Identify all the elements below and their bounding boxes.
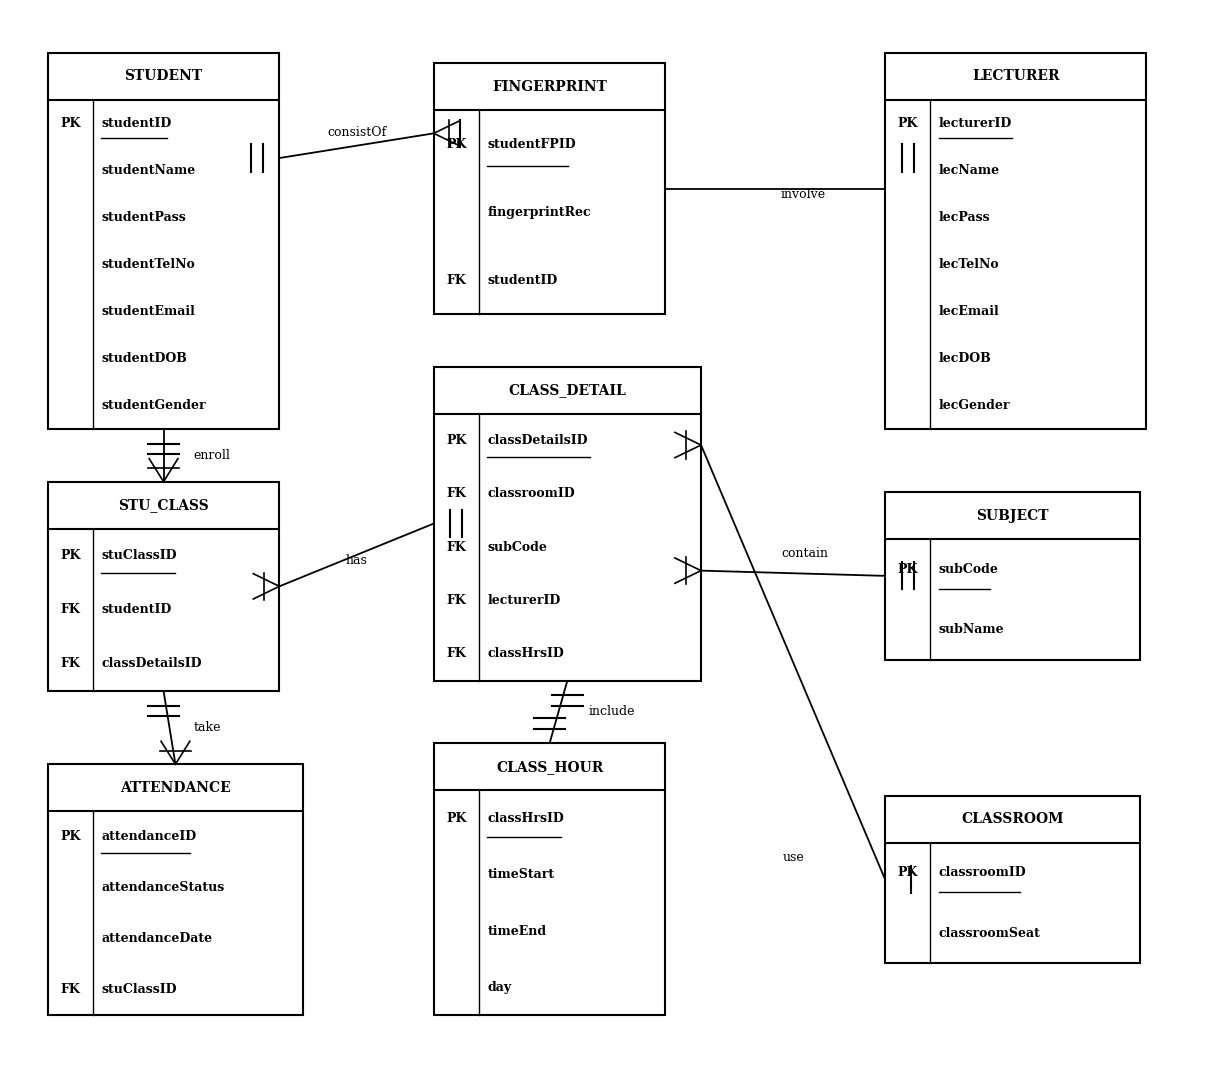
Text: ATTENDANCE: ATTENDANCE [120, 781, 230, 795]
Bar [47, 765, 303, 1016]
Text: classHrsID: classHrsID [487, 647, 564, 660]
Bar [434, 366, 701, 680]
Text: lecturerID: lecturerID [938, 116, 1012, 129]
Text: FK: FK [446, 594, 467, 607]
Text: fingerprintRec: fingerprintRec [487, 206, 590, 219]
Text: FK: FK [446, 273, 467, 286]
Text: studentTelNo: studentTelNo [102, 258, 195, 271]
Text: studentID: studentID [102, 603, 171, 616]
Text: classroomSeat: classroomSeat [938, 927, 1040, 940]
Bar [434, 63, 665, 314]
Text: classHrsID: classHrsID [487, 812, 564, 826]
Text: involve: involve [781, 188, 825, 201]
Text: classroomID: classroomID [487, 487, 574, 500]
Text: lecGender: lecGender [938, 399, 1010, 412]
Text: consistOf: consistOf [327, 126, 387, 139]
Text: STU_CLASS: STU_CLASS [119, 498, 208, 513]
Text: stuClassID: stuClassID [102, 549, 177, 563]
Text: lecName: lecName [938, 163, 1000, 177]
Text: PK: PK [446, 812, 467, 826]
Text: day: day [487, 980, 511, 994]
Text: has: has [345, 554, 367, 567]
Text: studentPass: studentPass [102, 210, 185, 224]
Text: FK: FK [446, 647, 467, 660]
Text: classroomID: classroomID [938, 866, 1027, 879]
Text: FK: FK [61, 984, 80, 996]
Text: classDetailsID: classDetailsID [487, 434, 588, 446]
Text: subCode: subCode [938, 563, 999, 576]
Text: FK: FK [446, 487, 467, 500]
Bar [47, 52, 279, 429]
Text: attendanceID: attendanceID [102, 831, 196, 844]
Bar [47, 482, 279, 691]
Text: FINGERPRINT: FINGERPRINT [492, 79, 607, 94]
Text: lecEmail: lecEmail [938, 305, 1000, 318]
Text: studentDOB: studentDOB [102, 352, 187, 365]
Text: studentGender: studentGender [102, 399, 206, 412]
Text: studentEmail: studentEmail [102, 305, 195, 318]
Text: SUBJECT: SUBJECT [977, 508, 1050, 522]
Text: FK: FK [61, 603, 80, 616]
Text: take: take [193, 721, 221, 734]
Text: PK: PK [898, 866, 917, 879]
Bar [885, 52, 1147, 429]
Text: classDetailsID: classDetailsID [102, 658, 201, 671]
Text: PK: PK [446, 434, 467, 446]
Text: attendanceDate: attendanceDate [102, 932, 212, 945]
Text: CLASSROOM: CLASSROOM [961, 812, 1064, 827]
Text: enroll: enroll [193, 449, 230, 462]
Text: LECTURER: LECTURER [972, 69, 1059, 83]
Text: FK: FK [446, 540, 467, 553]
Text: PK: PK [898, 116, 917, 129]
Text: PK: PK [61, 116, 80, 129]
Text: studentName: studentName [102, 163, 195, 177]
Bar [885, 796, 1140, 963]
Text: studentID: studentID [102, 116, 171, 129]
Text: attendanceStatus: attendanceStatus [102, 881, 224, 894]
Text: studentID: studentID [487, 273, 558, 286]
Text: lecDOB: lecDOB [938, 352, 991, 365]
Text: PK: PK [446, 138, 467, 151]
Text: lecturerID: lecturerID [487, 594, 560, 607]
Text: PK: PK [61, 549, 80, 563]
Text: STUDENT: STUDENT [125, 69, 202, 83]
Text: stuClassID: stuClassID [102, 984, 177, 996]
Text: include: include [589, 706, 635, 719]
Text: FK: FK [61, 658, 80, 671]
Text: PK: PK [898, 563, 917, 576]
Bar [885, 492, 1140, 660]
Text: CLASS_HOUR: CLASS_HOUR [496, 759, 604, 774]
Text: PK: PK [61, 831, 80, 844]
Text: contain: contain [782, 547, 829, 560]
Text: use: use [782, 851, 804, 864]
Text: timeStart: timeStart [487, 868, 554, 881]
Bar [434, 743, 665, 1016]
Text: timeEnd: timeEnd [487, 925, 547, 938]
Text: studentFPID: studentFPID [487, 138, 576, 151]
Text: subCode: subCode [487, 540, 547, 553]
Text: CLASS_DETAIL: CLASS_DETAIL [509, 383, 627, 397]
Text: lecPass: lecPass [938, 210, 990, 224]
Text: lecTelNo: lecTelNo [938, 258, 999, 271]
Text: subName: subName [938, 623, 1005, 637]
